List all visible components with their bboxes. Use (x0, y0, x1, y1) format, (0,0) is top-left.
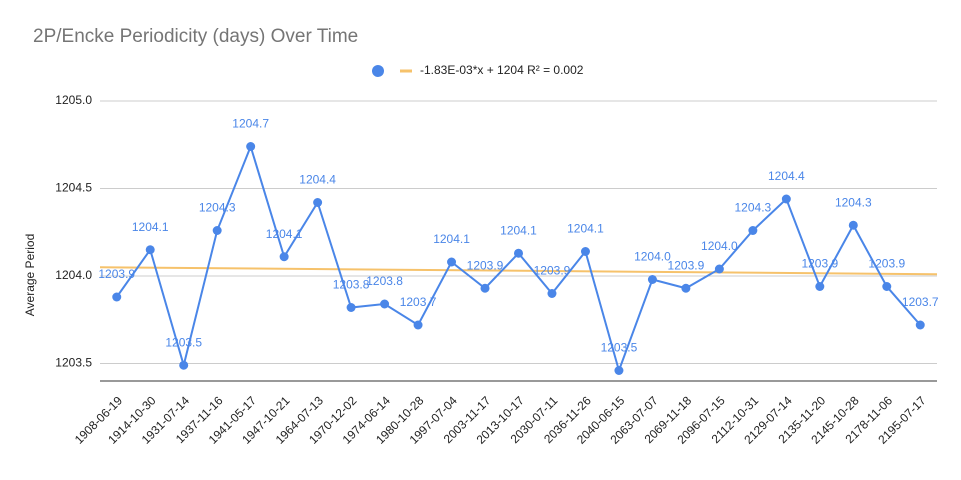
data-label: 1204.7 (232, 117, 269, 131)
data-label: 1203.9 (801, 257, 838, 271)
data-label: 1204.3 (199, 201, 236, 215)
data-label: 1203.7 (902, 295, 939, 309)
data-label: 1204.4 (299, 173, 336, 187)
data-point (714, 264, 724, 274)
data-label: 1204.4 (768, 169, 805, 183)
data-label: 1203.8 (333, 278, 370, 292)
data-label: 1204.1 (266, 227, 303, 241)
data-point (279, 252, 289, 262)
legend-marker (372, 65, 384, 77)
data-point (480, 283, 490, 293)
y-axis-title: Average Period (23, 234, 37, 317)
data-label: 1203.7 (400, 295, 437, 309)
data-point (915, 320, 925, 330)
data-label: 1203.9 (467, 258, 504, 272)
y-tick-label: 1203.5 (55, 356, 92, 370)
data-point (614, 366, 624, 375)
data-label: 1203.9 (98, 267, 135, 281)
data-label: 1204.1 (433, 232, 470, 246)
data-label: 1204.0 (634, 250, 671, 264)
data-point (882, 282, 892, 291)
data-label: 1204.1 (132, 220, 169, 234)
data-label: 1203.5 (601, 341, 638, 355)
y-tick-label: 1205.0 (55, 93, 92, 107)
trendline (99, 266, 938, 276)
data-label: 1204.3 (835, 195, 872, 209)
data-point (413, 320, 423, 330)
data-label: 1203.5 (165, 335, 202, 349)
data-point (547, 289, 557, 298)
data-point (145, 245, 155, 255)
data-point (447, 257, 457, 267)
data-point (848, 220, 858, 230)
y-tick-label: 1204.0 (55, 268, 92, 282)
chart-title: 2P/Encke Periodicity (days) Over Time (33, 26, 358, 47)
data-point (246, 142, 256, 151)
data-label: 1203.9 (534, 264, 571, 278)
data-point (380, 299, 390, 309)
data-label: 1203.8 (366, 274, 403, 288)
data-point (179, 360, 189, 370)
data-point (647, 275, 657, 284)
data-point (514, 248, 523, 258)
data-label: 1204.3 (735, 201, 772, 215)
data-point (781, 194, 791, 204)
y-tick-label: 1204.5 (55, 181, 92, 195)
data-point (212, 226, 222, 235)
legend-label: -1.83E-03*x + 1204 R² = 0.002 (420, 63, 584, 77)
data-label: 1203.9 (868, 257, 905, 271)
data-label: 1203.9 (668, 258, 705, 272)
data-point (815, 282, 825, 291)
data-label: 1204.0 (701, 239, 738, 253)
data-label: 1204.1 (567, 222, 604, 236)
data-point (681, 283, 691, 293)
data-point (580, 247, 590, 256)
data-point (313, 198, 323, 207)
data-label: 1204.1 (500, 223, 537, 237)
data-point (346, 303, 356, 312)
data-point (112, 292, 122, 302)
data-point (748, 226, 758, 235)
